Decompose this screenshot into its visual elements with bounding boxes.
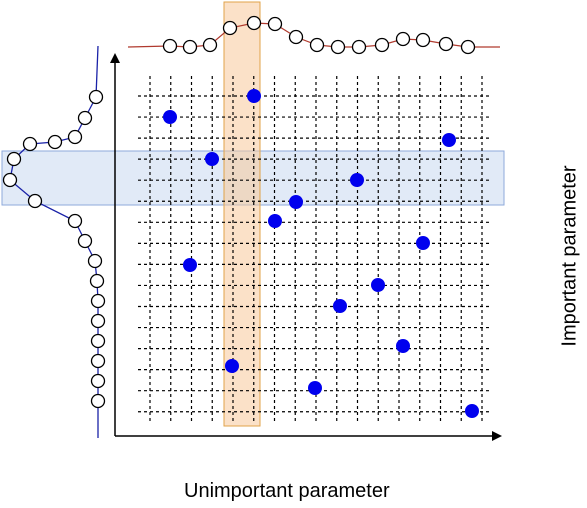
top-curve-node (460, 39, 476, 55)
sample-point (350, 173, 364, 187)
top-curve-node (162, 38, 178, 54)
sample-point (268, 214, 282, 228)
top-curve-node (374, 37, 390, 53)
sample-point (396, 339, 410, 353)
sample-point (465, 404, 479, 418)
sample-point (205, 152, 219, 166)
left-distribution-curve (2, 45, 106, 438)
top-curve-node (330, 39, 346, 55)
left-curve-node (27, 193, 43, 209)
left-curve-node (89, 273, 105, 289)
sample-point (163, 110, 177, 124)
left-curve-node (77, 110, 93, 126)
left-curve-node (77, 233, 93, 249)
left-curve-node (47, 134, 63, 150)
sample-point (289, 195, 303, 209)
left-curve-node (90, 333, 106, 349)
sampling-grid (138, 76, 490, 422)
top-curve-node (415, 32, 431, 48)
x-axis-label: Unimportant parameter (184, 480, 390, 502)
y-axis-label: Important parameter (558, 165, 581, 347)
sample-point (333, 299, 347, 313)
left-curve-node (67, 129, 83, 145)
top-curve-node (288, 29, 304, 45)
top-curve-node (202, 37, 218, 53)
left-curve-node (90, 353, 106, 369)
left-curve-node (88, 89, 104, 105)
sample-point (416, 236, 430, 250)
left-curve-node (22, 136, 38, 152)
left-curve-node (6, 151, 22, 167)
sample-point (442, 133, 456, 147)
sample-points (163, 89, 479, 418)
top-curve-node (222, 20, 238, 36)
left-curve-node (90, 373, 106, 389)
top-curve-node (246, 15, 262, 31)
sample-point (371, 278, 385, 292)
sample-point (183, 258, 197, 272)
left-curve-node (67, 213, 83, 229)
left-curve-node (90, 293, 106, 309)
highlight-bands (1, 1, 505, 427)
left-curve-node (2, 172, 18, 188)
axes (110, 53, 502, 441)
sample-point (247, 89, 261, 103)
top-curve-node (438, 36, 454, 52)
top-curve-node (351, 39, 367, 55)
left-curve-node (90, 313, 106, 329)
top-curve-node (395, 31, 411, 47)
top-curve-node (182, 39, 198, 55)
top-curve-node (309, 37, 325, 53)
top-distribution-curve (127, 15, 500, 55)
sample-point (225, 359, 239, 373)
left-curve-node (90, 393, 106, 409)
top-curve-node (267, 16, 283, 32)
sample-point (308, 381, 322, 395)
left-curve-node (87, 253, 103, 269)
